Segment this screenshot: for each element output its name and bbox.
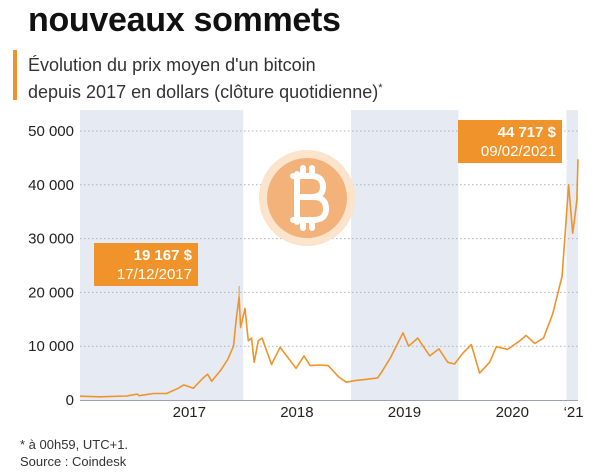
callout-0: 19 167 $ 17/12/2017 — [94, 243, 240, 297]
y-tick-label-10000: 10 000 — [28, 338, 74, 355]
chart-subtitle: Évolution du prix moyen d'un bitcoin dep… — [28, 54, 548, 104]
shaded-period-1 — [351, 110, 459, 400]
footnote-note: * à 00h59, UTC+1. — [20, 437, 129, 452]
callout-0-box — [94, 243, 198, 286]
price-line — [79, 159, 579, 398]
chart-title: nouveaux sommets — [28, 1, 341, 39]
y-tick-label-50000: 50 000 — [28, 123, 74, 140]
x-tick-label-2: 2019 — [388, 404, 421, 421]
x-axis-ticks: 2017 2018 2019 2020 ‘21 — [173, 404, 584, 421]
callout-1-box — [458, 120, 562, 163]
y-tick-label-30000: 30 000 — [28, 231, 74, 248]
callout-0-value: 19 167 $ — [134, 247, 193, 264]
bitcoin-coin-icon — [259, 150, 355, 246]
bitcoin-price-chart: 0 10 000 20 000 30 000 40 000 50 000 2017 2018… — [28, 110, 584, 421]
callout-1-value: 44 717 $ — [498, 124, 557, 141]
x-tick-label-3: 2020 — [496, 404, 529, 421]
y-axis-ticks: 0 10 000 20 000 30 000 40 000 50 000 — [28, 123, 74, 409]
y-tick-label-20000: 20 000 — [28, 284, 74, 301]
subtitle-line-2: depuis 2017 en dollars (clôture quotidie… — [28, 77, 548, 104]
accent-bar — [13, 50, 17, 100]
subtitle-line-2-text: depuis 2017 en dollars (clôture quotidie… — [28, 82, 379, 102]
footnotes: * à 00h59, UTC+1. Source : Coindesk — [20, 436, 128, 470]
x-tick-label-4: ‘21 — [564, 404, 584, 421]
subtitle-footnote-mark: * — [378, 82, 383, 94]
callout-1-date: 09/02/2021 — [481, 143, 556, 160]
footnote-source: Source : Coindesk — [20, 454, 127, 469]
callout-0-date: 17/12/2017 — [117, 266, 192, 283]
callout-1: 44 717 $ 09/02/2021 — [458, 120, 579, 163]
subtitle-line-1: Évolution du prix moyen d'un bitcoin — [28, 55, 316, 75]
y-tick-label-0: 0 — [66, 392, 74, 409]
x-tick-label-0: 2017 — [173, 404, 206, 421]
y-tick-label-40000: 40 000 — [28, 177, 74, 194]
x-tick-label-1: 2018 — [280, 404, 313, 421]
callouts: 19 167 $ 17/12/2017 44 717 $ 09/02/2021 — [94, 120, 579, 297]
shaded-periods — [80, 110, 578, 400]
shaded-period-2 — [566, 110, 578, 400]
